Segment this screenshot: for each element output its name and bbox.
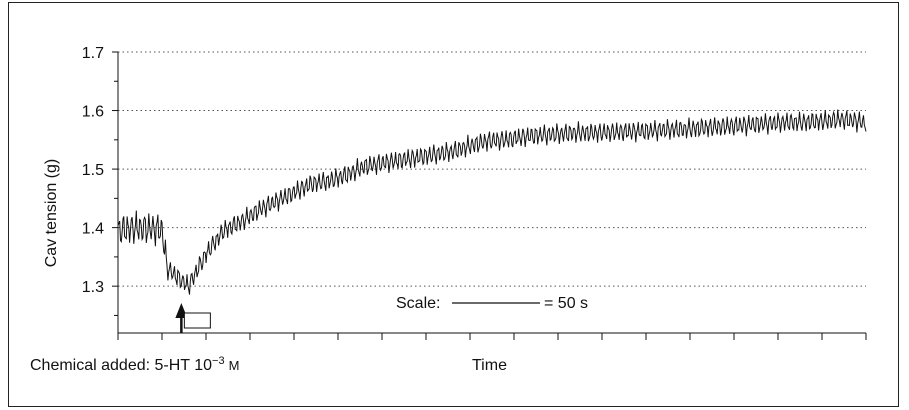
scale-label: Scale: bbox=[396, 295, 440, 312]
series-line bbox=[118, 110, 866, 295]
x-axis-label: Time bbox=[472, 357, 507, 374]
scale-bar: Scale: = 50 s bbox=[396, 295, 588, 312]
y-tick-label: 1.7 bbox=[82, 45, 104, 62]
scale-value: = 50 s bbox=[544, 295, 588, 312]
marker-box bbox=[184, 313, 210, 328]
chemical-added-label: Chemical added: 5-HT 10−3 M bbox=[30, 355, 239, 374]
y-tick-labels: 1.3 1.4 1.5 1.6 1.7 bbox=[82, 45, 104, 296]
y-tick-label: 1.5 bbox=[82, 162, 104, 179]
chemical-added-marker bbox=[175, 303, 210, 333]
grid-lines bbox=[118, 52, 866, 286]
y-tick-label: 1.4 bbox=[82, 221, 104, 238]
axes bbox=[112, 52, 866, 333]
chemical-added-text: Chemical added: 5-HT 10 bbox=[30, 357, 212, 374]
chemical-unit: M bbox=[229, 358, 240, 373]
x-ticks bbox=[118, 333, 866, 340]
y-axis-label: Cav tension (g) bbox=[43, 159, 60, 268]
chemical-exponent: −3 bbox=[212, 355, 225, 367]
y-tick-label: 1.3 bbox=[82, 279, 104, 296]
y-tick-label: 1.6 bbox=[82, 104, 104, 121]
